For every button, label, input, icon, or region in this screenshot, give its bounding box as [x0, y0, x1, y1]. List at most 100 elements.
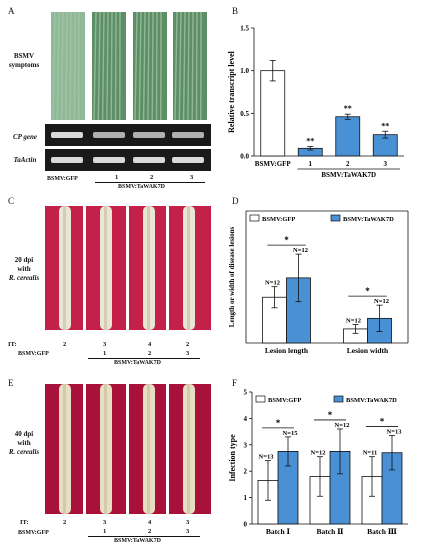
panel-c-it-2: 3: [103, 341, 107, 348]
panel-e-lane-2: 2: [148, 528, 152, 535]
n-label: N=12: [311, 450, 326, 457]
x-tick-label: Lesion width: [347, 346, 389, 355]
leaf-streak: [69, 12, 72, 120]
panel-d-chart: Length or width of disease lesions BSMV:G…: [228, 210, 409, 355]
y-tick-label: 2: [244, 468, 248, 476]
panel-c-with: with: [17, 265, 31, 273]
y-tick-label: 1.0: [240, 67, 249, 75]
leaf-streak: [73, 12, 76, 120]
significance-mark: *: [276, 418, 281, 428]
leaf-streak: [106, 12, 109, 120]
y-axis-label: Length or width of disease lesions: [228, 227, 236, 328]
legend: BSMV:GFP BSMV:TaWAK7D: [249, 214, 394, 223]
leaf-streak: [93, 12, 97, 120]
y-tick-label: 0.5: [240, 110, 249, 118]
legend-label-1: BSMV:GFP: [268, 397, 301, 404]
panel-e-it-1: 2: [63, 519, 67, 526]
panel-c-it-4: 2: [186, 341, 190, 348]
leaf-streak: [195, 12, 198, 120]
panel-a-gel-image: [45, 124, 211, 171]
leaf-streak: [182, 12, 186, 120]
significance-mark: **: [381, 121, 389, 130]
panel-a-ctrl-label: BSMV:GFP: [47, 176, 78, 182]
bar-3: [335, 116, 361, 157]
n-label: N=15: [283, 430, 299, 437]
legend-swatch-1: [255, 395, 266, 403]
panel-e-it-3: 4: [148, 519, 152, 526]
leaf-1: [51, 12, 85, 120]
leaf-streak: [134, 12, 138, 120]
y-tick-label: 4: [244, 415, 248, 423]
leaf-streak: [97, 12, 101, 120]
n-label: N=13: [259, 454, 275, 461]
stem-shade: [63, 384, 66, 514]
panel-e-it-2: 3: [103, 519, 107, 526]
panel-e-stem-photo: [45, 384, 211, 514]
panel-a-group-line: [95, 182, 205, 183]
panel-a-lane-3: 3: [190, 174, 194, 181]
photo-divider: [126, 384, 129, 514]
panel-e-with: with: [17, 439, 31, 447]
legend-swatch-2: [333, 395, 344, 403]
panel-c-treat-label: BSMV:TaWAK7D: [114, 360, 161, 366]
leaf-streak: [187, 12, 190, 120]
x-tick-label: 3: [384, 160, 388, 168]
n-label: N=12: [346, 318, 361, 325]
x-tick-label: Lesion length: [265, 346, 309, 355]
significance-mark: *: [284, 235, 289, 245]
panel-e-treat-label: BSMV:TaWAK7D: [114, 538, 161, 544]
gel-band: [172, 157, 204, 163]
panel-letter-f: F: [232, 378, 238, 388]
legend-swatch-1: [249, 214, 260, 222]
leaf-streak: [65, 12, 68, 120]
bar-1: [260, 70, 286, 157]
panel-c-lane-2: 2: [148, 350, 152, 357]
leaf-streak: [147, 12, 150, 120]
leaf-streak: [114, 12, 117, 120]
panel-a-photo-label: BSMV symptoms: [8, 52, 40, 69]
panel-e-it-label: IT:: [20, 519, 29, 526]
significance-mark: **: [306, 137, 314, 146]
panel-letter-a: A: [8, 6, 15, 16]
gel-band: [93, 132, 125, 138]
panel-e-ctrl-label: BSMV:GFP: [18, 530, 49, 536]
y-tick-label: 1: [244, 494, 248, 502]
legend-label-1: BSMV:GFP: [262, 216, 295, 223]
gel-band: [133, 157, 165, 163]
stem-shade: [104, 206, 107, 330]
panel-c-lane-3: 3: [186, 350, 190, 357]
photo-divider: [166, 206, 169, 330]
gel-band: [51, 157, 83, 163]
y-tick-label: 5: [244, 389, 248, 397]
leaf-streak: [110, 12, 113, 120]
gel-band: [133, 132, 165, 138]
leaf-streak: [60, 12, 64, 120]
panel-letter-c: C: [8, 196, 15, 206]
leaf-streak: [56, 12, 60, 120]
panel-c-lane-1: 1: [103, 350, 107, 357]
stem-shade: [63, 206, 66, 330]
panel-e-dpi: 40 dpi: [14, 430, 34, 438]
panel-e-group-line: [88, 536, 200, 537]
panel-a-lane-1: 1: [115, 174, 119, 181]
n-label: N=13: [387, 429, 403, 436]
stem-shade: [147, 206, 150, 330]
legend-label-2: BSMV:TaWAK7D: [343, 216, 394, 223]
n-label: N=12: [265, 280, 280, 287]
panel-a-treat-label: BSMV:TaWAK7D: [118, 184, 165, 190]
y-tick-label: 0: [244, 521, 248, 529]
x-tick-label: 2: [346, 160, 350, 168]
group-label: BSMV:TaWAK7D: [321, 171, 376, 179]
panel-c-group-line: [88, 358, 200, 359]
panel-c-ctrl-label: BSMV:GFP: [18, 351, 49, 357]
x-tick-label: 1: [309, 160, 313, 168]
gel-band: [51, 132, 83, 138]
photo-divider: [166, 384, 169, 514]
photo-divider: [126, 206, 129, 330]
y-tick-label: 1.5: [240, 25, 249, 33]
panel-e-it-4: 3: [186, 519, 190, 526]
panel-c-stem-photo: [45, 206, 211, 330]
panel-e-side-label: 40 dpi with R. cerealis: [4, 430, 44, 457]
x-tick-label: Batch Ⅲ: [367, 527, 397, 536]
leaf-3: [133, 12, 167, 120]
